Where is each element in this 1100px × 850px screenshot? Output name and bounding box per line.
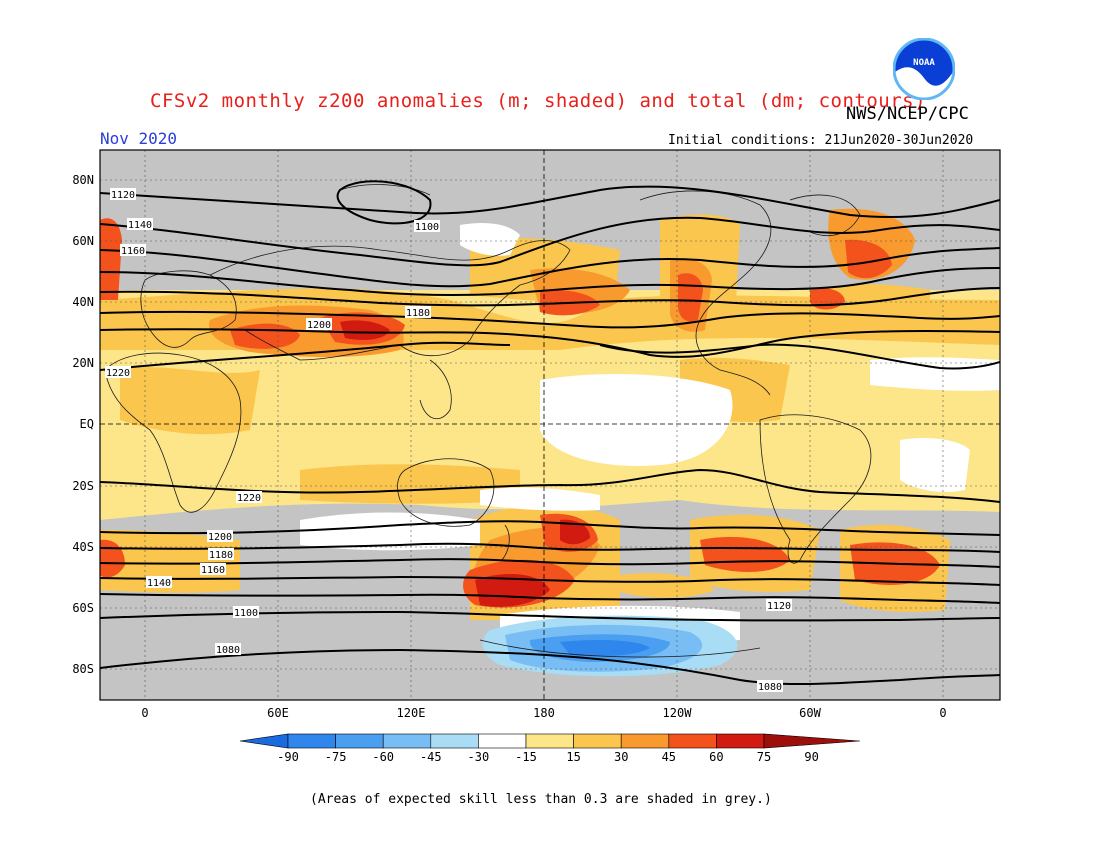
lon-label: 120W <box>663 706 693 720</box>
contour-label: 1200 <box>208 532 232 543</box>
colorbar-label: -60 <box>372 750 394 764</box>
lat-label: 20S <box>72 479 94 493</box>
lat-label: 40N <box>72 295 94 309</box>
colorbar-cell <box>573 733 622 749</box>
skill-footnote: (Areas of expected skill less than 0.3 a… <box>310 792 772 807</box>
forecast-period: Nov 2020 <box>100 129 178 148</box>
colorbar-label: 75 <box>757 750 771 764</box>
colorbar-label: -90 <box>277 750 299 764</box>
lon-label: 180 <box>533 706 555 720</box>
agency-label: NWS/NCEP/CPC <box>846 104 969 124</box>
lon-label: 60E <box>267 706 289 720</box>
contour-label: 1160 <box>201 565 225 576</box>
colorbar-label: 45 <box>662 750 676 764</box>
lat-label: 80S <box>72 662 94 676</box>
colorbar-label: -75 <box>325 750 347 764</box>
contour-label: 1120 <box>767 601 791 612</box>
latitude-labels: 80N 60N 40N 20N EQ 20S 40S 60S 80S <box>72 173 94 676</box>
colorbar-cell <box>668 733 717 749</box>
lon-label: 0 <box>939 706 946 720</box>
contour-label: 1180 <box>406 308 430 319</box>
contour-label: 1080 <box>216 645 240 656</box>
contour-label: 1160 <box>121 246 145 257</box>
contour-label: 1220 <box>237 493 261 504</box>
contour-label: 1200 <box>307 320 331 331</box>
lon-label: 120E <box>397 706 426 720</box>
colorbar-label: -30 <box>468 750 490 764</box>
lon-label: 0 <box>141 706 148 720</box>
lat-label: 20N <box>72 356 94 370</box>
colorbar-cells <box>239 733 861 749</box>
colorbar-label: -15 <box>515 750 537 764</box>
colorbar-label: 30 <box>614 750 628 764</box>
contour-label: 1080 <box>758 682 782 693</box>
lat-label: EQ <box>80 417 94 431</box>
colorbar-cell <box>716 733 765 749</box>
lat-label: 40S <box>72 540 94 554</box>
contour-label: 1120 <box>111 190 135 201</box>
contour-label: 1100 <box>234 608 258 619</box>
contour-label: 1140 <box>128 220 152 231</box>
equator-dateline <box>100 150 1000 700</box>
colorbar-cell <box>525 733 574 749</box>
lat-label: 60S <box>72 601 94 615</box>
initial-conditions: Initial conditions: 21Jun2020-30Jun2020 <box>668 133 974 148</box>
noaa-logo: NOAA <box>893 38 955 100</box>
colorbar-labels: -90 -75 -60 -45 -30 -15 15 30 45 60 75 90 <box>277 750 819 764</box>
colorbar-label: -45 <box>420 750 442 764</box>
colorbar-arrow-right <box>763 733 861 749</box>
contour-label: 1100 <box>415 222 439 233</box>
colorbar-label: 15 <box>566 750 580 764</box>
lat-label: 60N <box>72 234 94 248</box>
noaa-logo-text: NOAA <box>913 58 935 68</box>
contour-label: 1220 <box>106 368 130 379</box>
colorbar-cell <box>430 733 479 749</box>
page-title: CFSv2 monthly z200 anomalies (m; shaded)… <box>150 90 927 112</box>
contour-label: 1140 <box>147 578 171 589</box>
colorbar-cell <box>478 733 527 749</box>
colorbar-arrow-left <box>239 733 289 749</box>
colorbar-cell <box>382 733 432 749</box>
colorbar-label: 90 <box>804 750 818 764</box>
contour-labels: 1120 1140 1160 1180 1200 1220 1100 1080 … <box>105 188 792 693</box>
longitude-labels: 0 60E 120E 180 120W 60W 0 <box>141 706 946 720</box>
height-contours <box>100 180 1000 686</box>
lon-label: 60W <box>799 706 821 720</box>
colorbar-label: 60 <box>709 750 723 764</box>
map-frame <box>99 149 1001 701</box>
colorbar-cell <box>287 733 336 749</box>
colorbar-cell <box>335 733 384 749</box>
colorbar-cell <box>620 733 670 749</box>
contour-label: 1180 <box>209 550 233 561</box>
lat-label: 80N <box>72 173 94 187</box>
